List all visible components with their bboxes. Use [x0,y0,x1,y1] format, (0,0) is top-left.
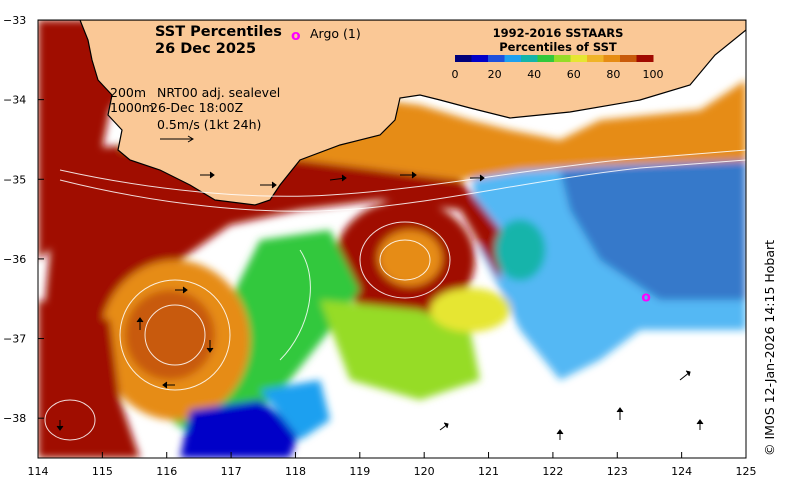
colorbar-title-2: Percentiles of SST [499,40,617,54]
colorbar-segment [636,55,654,62]
x-tick-label: 124 [671,465,692,478]
x-tick-label: 123 [607,465,628,478]
colorbar-tick-label: 60 [567,68,581,81]
x-tick-label: 122 [542,465,563,478]
x-tick-label: 117 [221,465,242,478]
colorbar-segment [620,55,637,62]
x-tick-label: 118 [285,465,306,478]
colorbar-segment [554,55,571,62]
sst-field [38,20,746,458]
colorbar-segment [488,55,505,62]
argo-float-marker[interactable]: o [641,289,651,305]
colorbar-segment [471,55,489,62]
y-axis: −33 −34 −35 −36 −37 −38 [3,14,44,425]
y-tick-label: −36 [3,253,26,266]
colorbar-tick-label: 40 [527,68,541,81]
velocity-scale-arrow [160,135,194,143]
velocity-legend-source: NRT00 adj. sealevel [157,85,280,100]
colorbar-title-1: 1992-2016 SSTAARS [493,26,624,40]
argo-legend-label: Argo (1) [310,26,361,41]
colorbar-segment [587,55,604,62]
y-tick-label: −35 [3,173,26,186]
x-tick-label: 119 [349,465,370,478]
x-axis: 114 115 116 117 118 119 120 121 122 123 124 125 [28,452,757,478]
velocity-legend-depth1: 200m [110,85,146,100]
colorbar-segment [537,55,555,62]
colorbar-segment [603,55,621,62]
colorbar [455,55,654,62]
map-title-line1: SST Percentiles [155,24,282,40]
y-tick-label: −37 [3,333,26,346]
x-tick-label: 120 [414,465,435,478]
colorbar-tick-label: 80 [606,68,620,81]
argo-legend-symbol: o [291,28,301,44]
land-mass [38,20,746,206]
colorbar-tick-label: 0 [452,68,459,81]
velocity-vectors [56,171,704,440]
imos-credit: © IMOS 12-Jan-2026 14:15 Hobart [762,239,777,456]
current-contours [44,149,746,441]
y-tick-label: −34 [3,94,26,107]
y-tick-label: −33 [3,14,26,27]
x-tick-label: 116 [156,465,177,478]
x-tick-label: 121 [478,465,499,478]
x-tick-label: 125 [736,465,757,478]
plot-frame [37,19,747,459]
y-tick-label: −38 [3,412,26,425]
colorbar-tick-label: 20 [488,68,502,81]
velocity-legend-time: 26-Dec 18:00Z [150,100,243,115]
colorbar-ticks: 0 20 40 60 80 100 [452,68,664,81]
map-title-line2: 26 Dec 2025 [155,41,256,57]
velocity-legend-scale: 0.5m/s (1kt 24h) [157,117,261,132]
colorbar-segment [570,55,588,62]
colorbar-tick-label: 100 [643,68,664,81]
velocity-legend-depth2: 1000m [110,100,154,115]
colorbar-segment [455,55,472,62]
x-tick-label: 114 [28,465,49,478]
x-tick-label: 115 [92,465,113,478]
colorbar-segment [521,55,538,62]
colorbar-segment [504,55,522,62]
